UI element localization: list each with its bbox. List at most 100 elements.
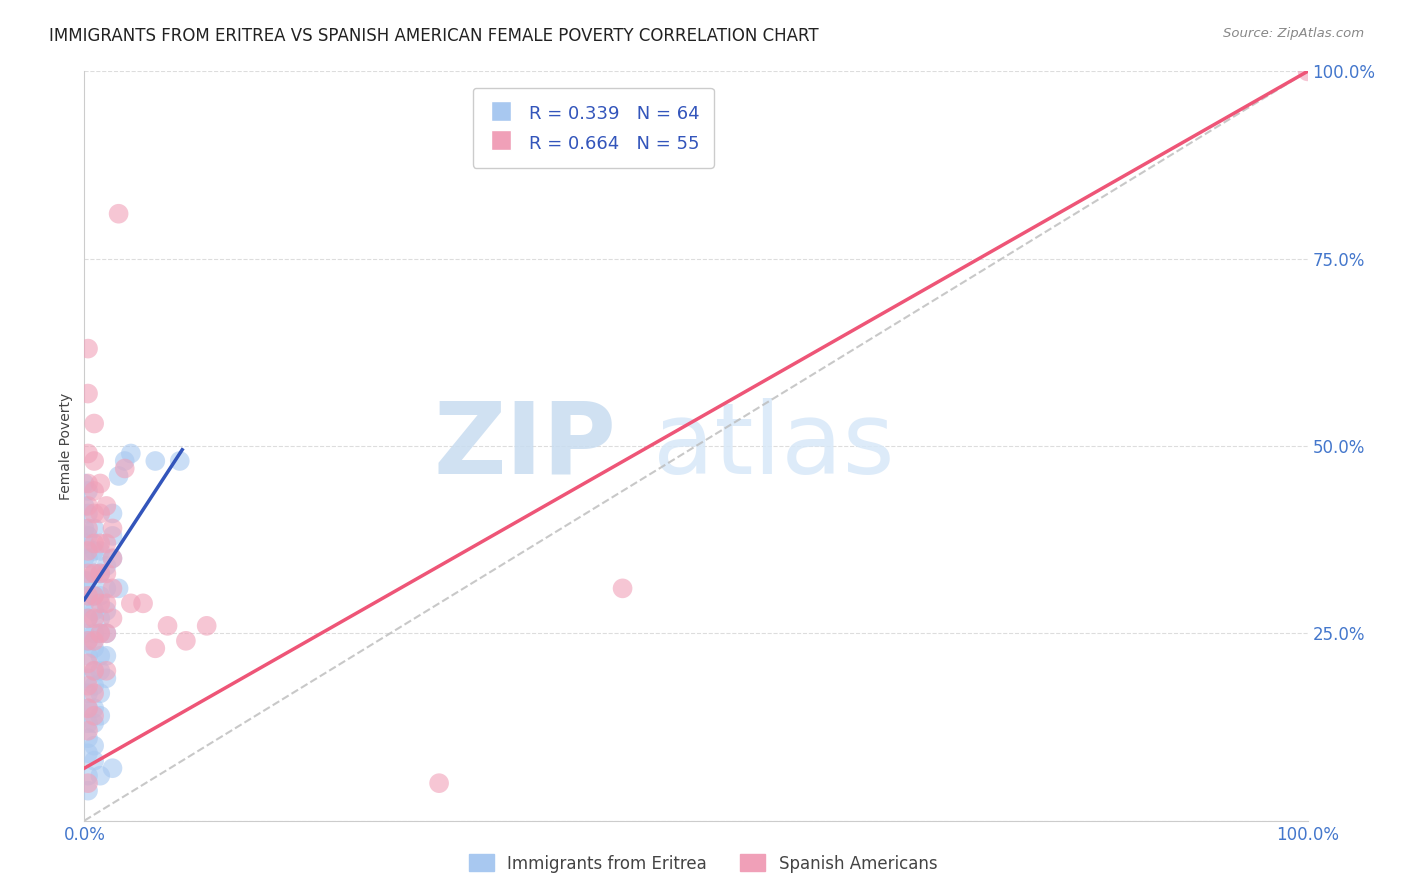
Point: [77, 499, 100, 513]
Point: [89, 648, 111, 663]
Point: [83, 626, 105, 640]
Point: [83, 566, 105, 581]
Point: [77, 574, 100, 588]
Point: [101, 551, 124, 566]
Point: [77, 507, 100, 521]
Point: [83, 754, 105, 768]
Point: [83, 544, 105, 558]
Point: [195, 619, 218, 633]
Point: [96, 626, 118, 640]
Point: [83, 708, 105, 723]
Point: [77, 701, 100, 715]
Point: [169, 454, 191, 468]
Point: [101, 529, 124, 543]
Point: [132, 596, 155, 610]
Point: [77, 657, 100, 671]
Point: [96, 558, 118, 573]
Point: [83, 604, 105, 618]
Y-axis label: Female Poverty: Female Poverty: [59, 392, 73, 500]
Point: [89, 664, 111, 678]
Point: [77, 723, 100, 738]
Point: [83, 483, 105, 498]
Point: [96, 664, 118, 678]
Point: [77, 648, 100, 663]
Point: [77, 633, 100, 648]
Point: [73, 596, 96, 610]
Point: [89, 566, 111, 581]
Point: [83, 739, 105, 753]
Point: [77, 342, 100, 356]
Point: [77, 446, 100, 460]
Point: [77, 544, 100, 558]
Point: [101, 551, 124, 566]
Point: [96, 536, 118, 550]
Point: [77, 551, 100, 566]
Point: [83, 589, 105, 603]
Point: [89, 626, 111, 640]
Point: [77, 589, 100, 603]
Point: [96, 499, 118, 513]
Point: [96, 648, 118, 663]
Text: Source: ZipAtlas.com: Source: ZipAtlas.com: [1223, 27, 1364, 40]
Point: [1296, 64, 1319, 78]
Point: [89, 589, 111, 603]
Point: [89, 611, 111, 625]
Point: [107, 469, 129, 483]
Text: ZIP: ZIP: [433, 398, 616, 494]
Point: [77, 589, 100, 603]
Text: IMMIGRANTS FROM ERITREA VS SPANISH AMERICAN FEMALE POVERTY CORRELATION CHART: IMMIGRANTS FROM ERITREA VS SPANISH AMERI…: [49, 27, 818, 45]
Point: [83, 454, 105, 468]
Point: [107, 582, 129, 596]
Point: [73, 574, 96, 588]
Point: [83, 633, 105, 648]
Point: [77, 386, 100, 401]
Point: [77, 671, 100, 685]
Point: [73, 499, 96, 513]
Point: [96, 671, 118, 685]
Point: [114, 461, 136, 475]
Point: [77, 716, 100, 731]
Point: [77, 611, 100, 625]
Point: [89, 544, 111, 558]
Point: [143, 641, 166, 656]
Point: [73, 536, 96, 550]
Point: [77, 731, 100, 746]
Point: [77, 566, 100, 581]
Point: [77, 686, 100, 700]
Point: [83, 664, 105, 678]
Point: [83, 641, 105, 656]
Point: [612, 582, 634, 596]
Point: [427, 776, 450, 790]
Point: [96, 596, 118, 610]
Point: [77, 521, 100, 535]
Point: [77, 633, 100, 648]
Point: [101, 507, 124, 521]
Point: [77, 769, 100, 783]
Point: [73, 476, 96, 491]
Point: [77, 783, 100, 797]
Point: [83, 536, 105, 550]
Point: [89, 566, 111, 581]
Point: [83, 716, 105, 731]
Point: [89, 686, 111, 700]
Point: [77, 611, 100, 625]
Point: [73, 551, 96, 566]
Point: [83, 521, 105, 535]
Point: [83, 507, 105, 521]
Point: [77, 746, 100, 760]
Point: [96, 626, 118, 640]
Point: [96, 582, 118, 596]
Point: [83, 611, 105, 625]
Point: [89, 626, 111, 640]
Point: [101, 611, 124, 625]
Point: [107, 207, 129, 221]
Point: [89, 769, 111, 783]
Point: [89, 708, 111, 723]
Point: [83, 417, 105, 431]
Point: [83, 679, 105, 693]
Point: [96, 604, 118, 618]
Point: [77, 776, 100, 790]
Point: [101, 761, 124, 775]
Point: [77, 529, 100, 543]
Point: [83, 686, 105, 700]
